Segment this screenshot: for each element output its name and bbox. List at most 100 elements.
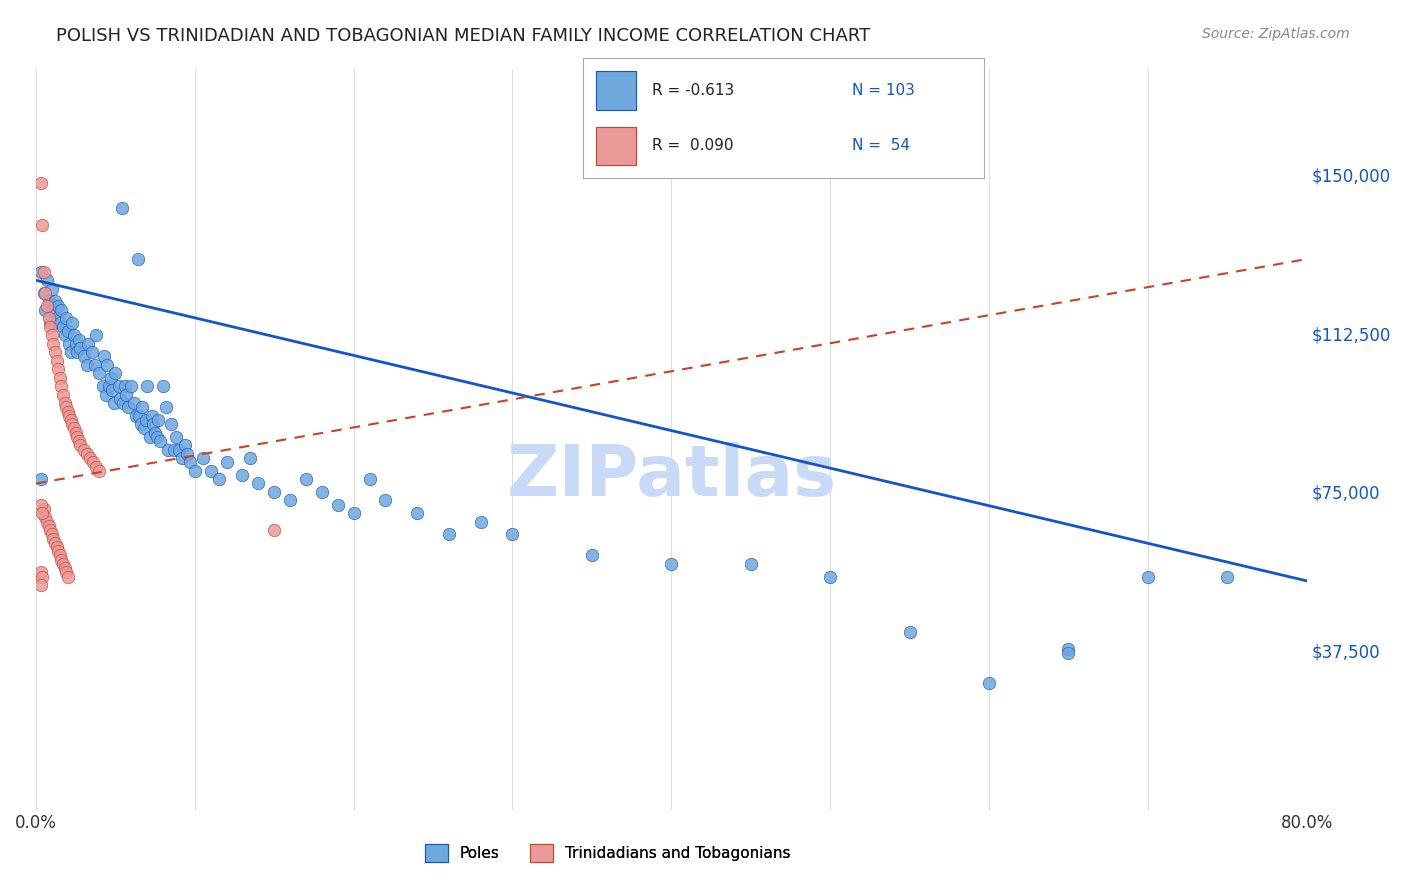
- Point: [58, 409, 80, 423]
- Point: [56, 404, 79, 418]
- Point: [39, 523, 62, 537]
- Point: [104, 367, 127, 381]
- Point: [103, 396, 125, 410]
- Point: [76, 358, 98, 372]
- Point: [129, 417, 152, 432]
- Point: [82, 455, 104, 469]
- Point: [52, 387, 75, 401]
- Point: [167, 442, 190, 457]
- Point: [34, 302, 56, 317]
- Point: [38, 294, 60, 309]
- Point: [65, 425, 87, 440]
- Point: [53, 561, 76, 575]
- Point: [406, 506, 429, 520]
- Point: [46, 544, 69, 558]
- Point: [437, 527, 460, 541]
- Point: [135, 413, 157, 427]
- Point: [172, 451, 194, 466]
- Point: [62, 316, 84, 330]
- Point: [117, 401, 139, 415]
- Point: [30, 566, 52, 580]
- Point: [160, 417, 183, 432]
- Point: [52, 319, 75, 334]
- Point: [740, 557, 762, 571]
- Point: [125, 409, 148, 423]
- Point: [45, 353, 67, 368]
- Point: [67, 434, 90, 449]
- Point: [31, 506, 53, 520]
- Point: [977, 675, 1000, 690]
- Point: [44, 294, 66, 309]
- Point: [263, 523, 285, 537]
- Point: [124, 396, 146, 410]
- Point: [108, 392, 131, 406]
- Point: [120, 379, 142, 393]
- Point: [79, 451, 101, 466]
- Point: [53, 328, 76, 343]
- Point: [35, 299, 58, 313]
- Point: [263, 485, 285, 500]
- Point: [818, 569, 841, 583]
- Point: [131, 401, 153, 415]
- Point: [32, 265, 55, 279]
- Point: [65, 336, 87, 351]
- Point: [38, 311, 60, 326]
- Point: [63, 421, 86, 435]
- Point: [49, 370, 72, 384]
- Point: [56, 324, 79, 338]
- Text: POLISH VS TRINIDADIAN AND TOBAGONIAN MEDIAN FAMILY INCOME CORRELATION CHART: POLISH VS TRINIDADIAN AND TOBAGONIAN MED…: [56, 27, 870, 45]
- Point: [179, 455, 201, 469]
- Point: [132, 421, 155, 435]
- Point: [659, 557, 682, 571]
- Point: [32, 502, 55, 516]
- Point: [76, 447, 98, 461]
- Point: [155, 401, 177, 415]
- Point: [51, 302, 73, 317]
- Text: N = 103: N = 103: [852, 83, 915, 98]
- Point: [32, 285, 55, 300]
- Point: [174, 438, 197, 452]
- Point: [91, 379, 114, 393]
- Point: [39, 316, 62, 330]
- Legend: Poles, Trinidadians and Tobagonians: Poles, Trinidadians and Tobagonians: [419, 838, 797, 869]
- Text: N =  54: N = 54: [852, 138, 910, 153]
- Point: [136, 379, 159, 393]
- Point: [41, 527, 63, 541]
- Point: [42, 532, 65, 546]
- Point: [295, 472, 318, 486]
- Point: [83, 358, 105, 372]
- Point: [115, 387, 138, 401]
- Point: [31, 218, 53, 232]
- Point: [343, 506, 366, 520]
- Point: [247, 476, 270, 491]
- Point: [101, 384, 124, 398]
- Point: [77, 336, 100, 351]
- Point: [176, 447, 198, 461]
- Point: [107, 379, 129, 393]
- Point: [278, 493, 301, 508]
- Point: [59, 345, 82, 359]
- Point: [46, 362, 69, 376]
- Point: [184, 464, 207, 478]
- Point: [55, 401, 77, 415]
- Point: [80, 345, 103, 359]
- Point: [72, 350, 94, 364]
- Point: [470, 515, 492, 529]
- Point: [56, 569, 79, 583]
- Point: [45, 540, 67, 554]
- Point: [51, 552, 73, 566]
- Point: [72, 442, 94, 457]
- Point: [42, 302, 65, 317]
- Point: [55, 311, 77, 326]
- Point: [111, 201, 134, 215]
- Point: [231, 468, 253, 483]
- Point: [35, 515, 58, 529]
- Point: [127, 252, 149, 266]
- Point: [35, 273, 58, 287]
- Point: [215, 455, 238, 469]
- Point: [41, 328, 63, 343]
- Point: [156, 442, 179, 457]
- Point: [114, 379, 136, 393]
- Point: [30, 578, 52, 592]
- Point: [128, 409, 150, 423]
